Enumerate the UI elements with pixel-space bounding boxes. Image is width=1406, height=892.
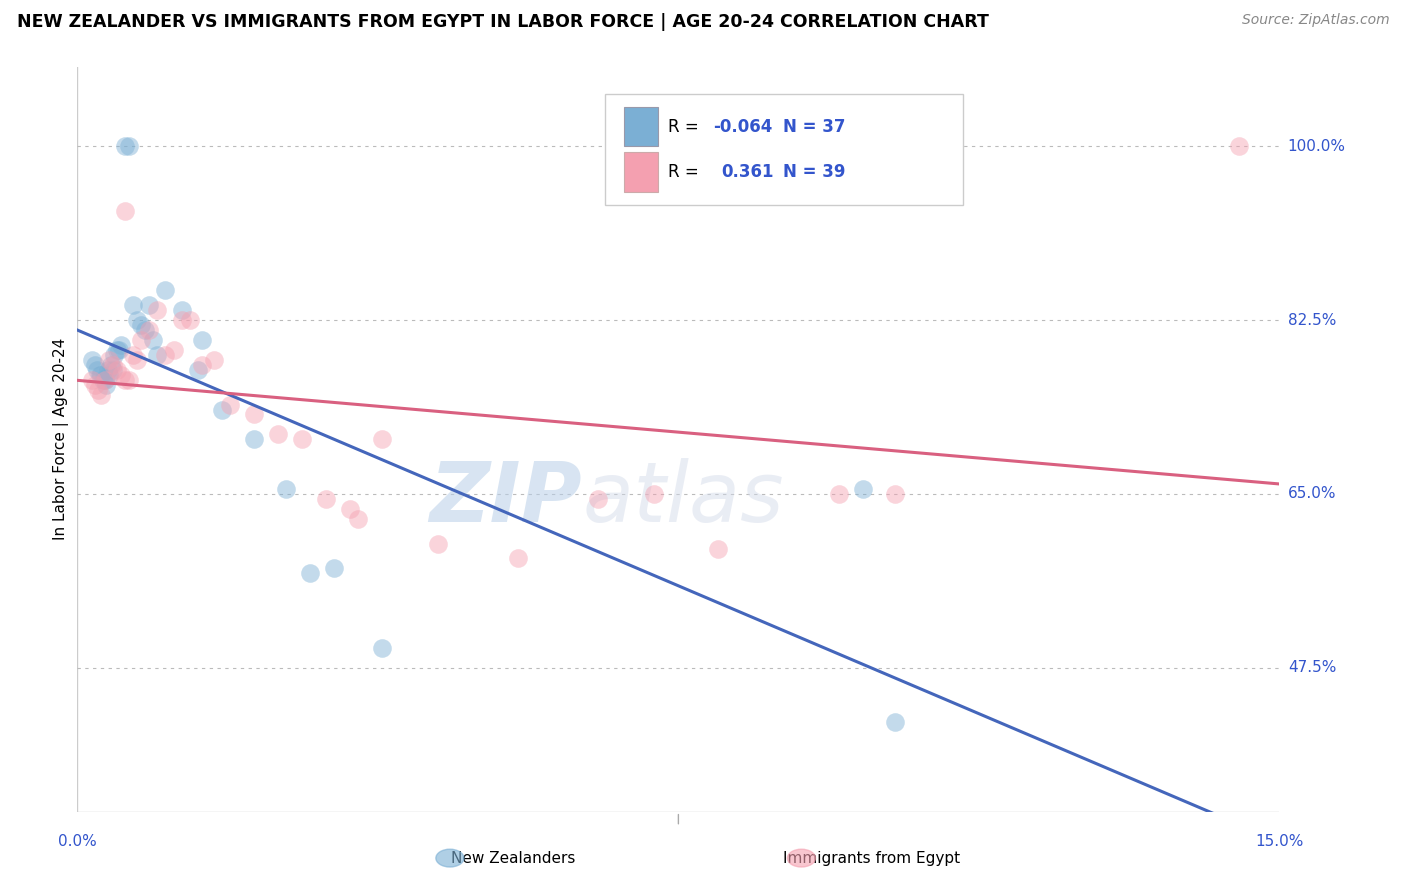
Text: 0.361: 0.361 — [721, 163, 773, 181]
Point — [190, 358, 212, 372]
Point — [339, 501, 361, 516]
Point — [103, 348, 125, 362]
Point — [883, 715, 905, 730]
Point — [146, 348, 169, 362]
Point — [138, 298, 160, 312]
Point — [291, 432, 314, 446]
Text: 47.5%: 47.5% — [1288, 660, 1336, 675]
Point — [101, 363, 124, 377]
Point — [155, 283, 177, 297]
Point — [103, 358, 125, 372]
Point — [100, 358, 122, 372]
Point — [162, 343, 184, 357]
Point — [110, 338, 132, 352]
Point — [91, 373, 114, 387]
Point — [97, 363, 120, 377]
Y-axis label: In Labor Force | Age 20-24: In Labor Force | Age 20-24 — [53, 338, 69, 541]
Text: 100.0%: 100.0% — [1288, 139, 1346, 153]
Point — [89, 368, 111, 382]
Point — [274, 482, 297, 496]
Point — [1229, 139, 1251, 153]
Point — [883, 487, 905, 501]
Point — [98, 368, 121, 382]
Point — [371, 640, 394, 655]
Point — [118, 373, 141, 387]
Point — [588, 491, 610, 506]
Point — [138, 323, 160, 337]
Point — [134, 323, 156, 337]
Point — [346, 512, 368, 526]
Point — [80, 373, 103, 387]
Text: N = 37: N = 37 — [783, 118, 845, 136]
Text: NEW ZEALANDER VS IMMIGRANTS FROM EGYPT IN LABOR FORCE | AGE 20-24 CORRELATION CH: NEW ZEALANDER VS IMMIGRANTS FROM EGYPT I… — [17, 13, 988, 31]
Point — [707, 541, 730, 556]
Point — [186, 363, 209, 377]
Point — [190, 333, 212, 347]
Text: atlas: atlas — [582, 458, 785, 540]
Text: Immigrants from Egypt: Immigrants from Egypt — [783, 851, 960, 865]
Point — [131, 318, 153, 332]
Point — [322, 561, 344, 575]
Point — [170, 313, 193, 327]
Point — [267, 427, 290, 442]
Point — [118, 139, 141, 153]
Point — [84, 358, 107, 372]
Point — [90, 387, 112, 401]
Point — [315, 491, 337, 506]
Point — [84, 377, 107, 392]
Point — [131, 333, 153, 347]
Text: R =: R = — [668, 118, 704, 136]
Point — [643, 487, 665, 501]
Point — [298, 566, 321, 581]
Point — [114, 203, 136, 218]
Point — [96, 377, 118, 392]
Point — [114, 139, 136, 153]
Point — [127, 352, 149, 367]
Point — [218, 398, 240, 412]
Point — [98, 352, 121, 367]
Text: ZIP: ZIP — [430, 458, 582, 540]
Point — [371, 432, 394, 446]
Point — [107, 363, 129, 377]
Point — [110, 368, 132, 382]
Point — [828, 487, 851, 501]
Text: Source: ZipAtlas.com: Source: ZipAtlas.com — [1241, 13, 1389, 28]
Point — [427, 536, 450, 550]
Point — [170, 303, 193, 318]
Text: -0.064: -0.064 — [713, 118, 772, 136]
Point — [108, 343, 131, 357]
Point — [179, 313, 201, 327]
Point — [852, 482, 875, 496]
Point — [242, 408, 264, 422]
Text: New Zealanders: New Zealanders — [451, 851, 575, 865]
Point — [80, 352, 103, 367]
Point — [86, 363, 108, 377]
Text: 82.5%: 82.5% — [1288, 312, 1336, 327]
Text: 0.0%: 0.0% — [58, 833, 97, 848]
Point — [127, 313, 149, 327]
Point — [155, 348, 177, 362]
Point — [142, 333, 165, 347]
Text: 65.0%: 65.0% — [1288, 486, 1336, 501]
Point — [122, 348, 145, 362]
Point — [94, 373, 117, 387]
Point — [122, 298, 145, 312]
Point — [107, 343, 129, 357]
Point — [114, 373, 136, 387]
Point — [146, 303, 169, 318]
Point — [508, 551, 530, 566]
Point — [93, 373, 115, 387]
Text: N = 39: N = 39 — [783, 163, 845, 181]
Point — [90, 368, 112, 382]
Text: 15.0%: 15.0% — [1256, 833, 1303, 848]
Point — [87, 383, 110, 397]
Point — [211, 402, 233, 417]
Text: R =: R = — [668, 163, 709, 181]
Point — [242, 432, 264, 446]
Point — [202, 352, 225, 367]
